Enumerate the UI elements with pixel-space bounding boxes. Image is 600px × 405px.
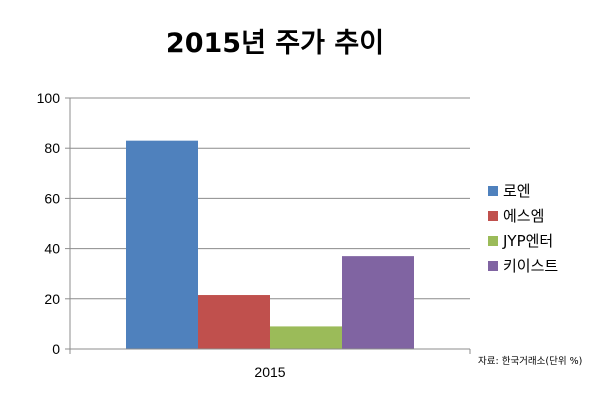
- legend-label-3: JYP엔터: [502, 232, 553, 250]
- legend-swatch-1: [488, 186, 498, 196]
- legend-swatch-4: [488, 261, 498, 271]
- bar-4: [342, 256, 414, 349]
- legend-label-4: 키이스트: [503, 257, 558, 275]
- bar-1: [126, 140, 198, 349]
- y-tick-label: 80: [44, 140, 60, 156]
- y-tick-label: 60: [44, 190, 60, 206]
- source-note: 자료: 한국거래소(단위 %): [478, 355, 582, 367]
- bar-3: [270, 326, 342, 349]
- legend-swatch-3: [488, 236, 498, 246]
- y-tick-label: 0: [52, 341, 60, 357]
- y-tick-label: 100: [37, 90, 61, 106]
- x-tick-label: 2015: [254, 364, 285, 380]
- bars: [126, 140, 414, 349]
- legend-label-2: 에스엠: [503, 207, 544, 225]
- legend-swatch-2: [488, 211, 498, 221]
- y-tick-label: 40: [44, 241, 60, 257]
- x-axis: 2015: [69, 348, 471, 380]
- chart-title: 2015년 주가 추이: [166, 28, 384, 59]
- bar-2: [198, 295, 270, 349]
- legend-label-1: 로엔: [503, 182, 531, 200]
- y-axis: 0 20 40 60 80 100: [37, 90, 71, 357]
- y-tick-label: 20: [44, 291, 60, 307]
